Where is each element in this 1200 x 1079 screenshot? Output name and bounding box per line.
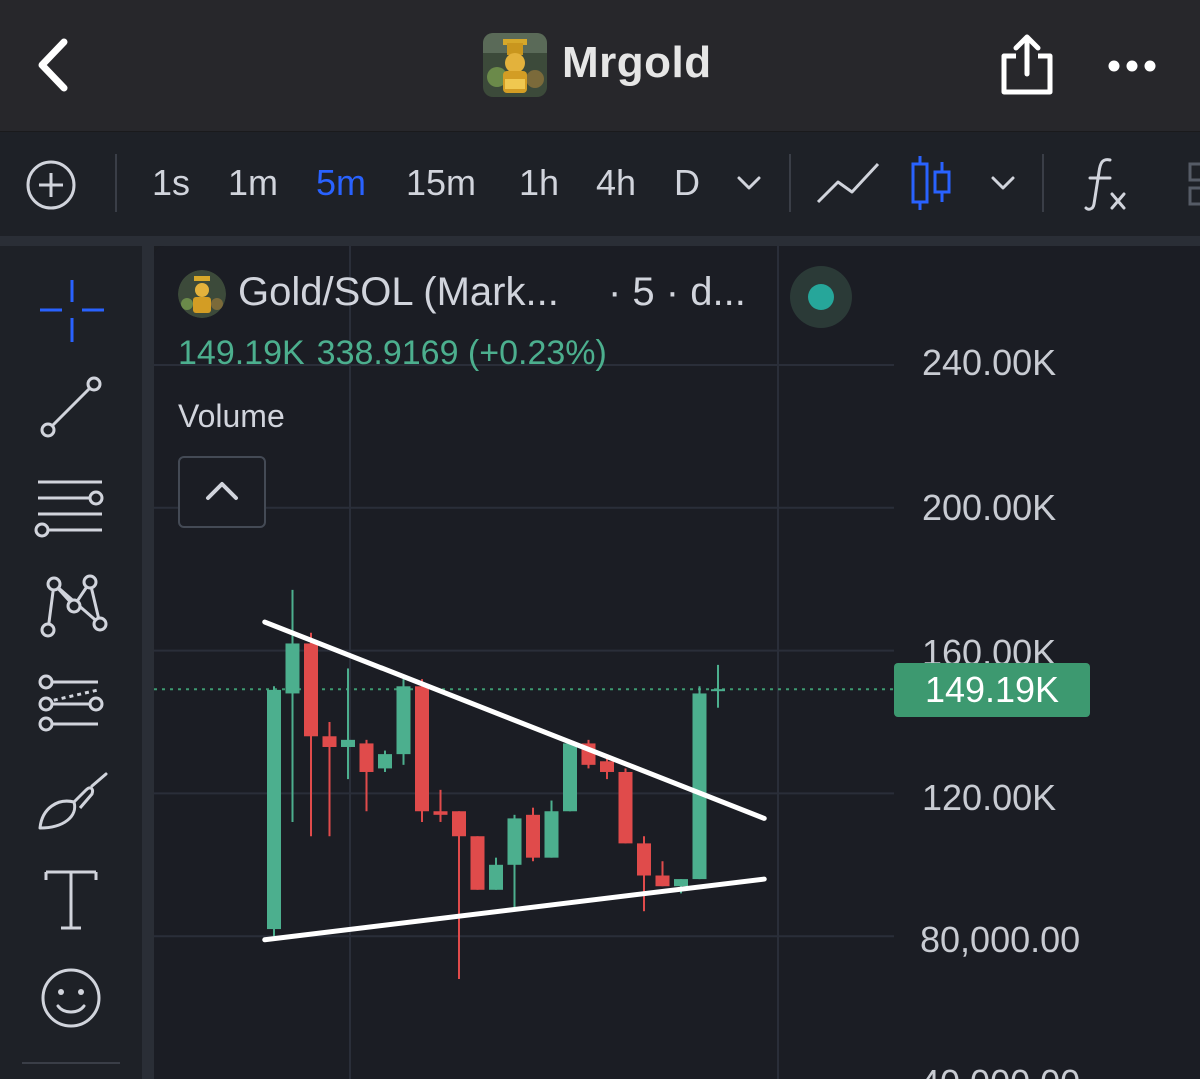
candle-body [433, 811, 448, 815]
timeframe-d[interactable]: D [674, 162, 700, 203]
candle-body [285, 643, 300, 694]
legend-values: 149.19K 338.9169 (+0.23%) [178, 334, 619, 373]
timeframe-4h[interactable]: 4h [596, 162, 637, 203]
timeframe-1m[interactable]: 1m [228, 162, 279, 203]
candle-body [267, 689, 281, 930]
line-chart-icon[interactable] [814, 158, 882, 208]
share-icon[interactable] [1000, 34, 1054, 98]
candle-body [600, 761, 614, 772]
indicators-fx-icon[interactable] [1082, 154, 1132, 214]
toolbar-divider [115, 154, 117, 212]
candle-body [692, 693, 707, 880]
timeframe-5m[interactable]: 5m [316, 162, 367, 203]
add-symbol-icon[interactable] [24, 158, 78, 212]
timeframe-1h[interactable]: 1h [519, 162, 560, 203]
price-axis-tick: 240.00K [922, 342, 1057, 383]
legend-last-value: 149.19K [178, 334, 305, 372]
candle-body [526, 814, 540, 858]
drawing-tools-panel [0, 246, 142, 1079]
candle-body [489, 864, 503, 890]
crosshair-icon[interactable] [28, 274, 114, 350]
candle-body [674, 879, 688, 887]
chart-toolbar: 1s 1m 5m 15m 1h 4h D [0, 132, 1200, 236]
candle-body [359, 743, 374, 772]
symbol-avatar [178, 270, 226, 318]
text-tool-icon[interactable] [28, 862, 114, 938]
trend-line-icon[interactable] [28, 370, 114, 446]
back-chevron-icon[interactable] [30, 34, 80, 96]
candle-body [655, 875, 670, 887]
prediction-measure-icon[interactable] [28, 666, 114, 742]
brush-icon[interactable] [28, 764, 114, 840]
candle-body [637, 843, 651, 876]
price-axis-tick: 40,000.00 [920, 1062, 1080, 1079]
toolbar-divider [789, 154, 791, 212]
price-axis-tick: 200.00K [922, 487, 1057, 528]
collapse-legend-button[interactable] [178, 456, 266, 528]
candle-body [415, 686, 429, 812]
chart-type-chevron-down-icon[interactable] [988, 172, 1018, 194]
chart-pane[interactable]: Gold/SOL (Mark... · 5 · d... 149.19K 338.… [154, 246, 1200, 1079]
candle-body [563, 743, 577, 812]
tools-divider [22, 1062, 120, 1064]
toolbar-divider [1042, 154, 1044, 212]
price-axis-tick: 80,000.00 [920, 919, 1081, 960]
symbol-name[interactable]: Gold/SOL (Mark... [238, 270, 559, 314]
layout-icon[interactable] [1184, 162, 1200, 206]
fib-retracement-icon[interactable] [28, 468, 114, 544]
market-status-indicator[interactable] [790, 266, 852, 328]
candle-body [507, 818, 522, 865]
legend-change: 338.9169 (+0.23%) [316, 334, 607, 372]
candle-body [452, 811, 466, 837]
candle-body [341, 739, 355, 747]
emoji-icon[interactable] [28, 960, 114, 1036]
market-status-dot [808, 284, 834, 310]
timeframe-15m[interactable]: 15m [406, 162, 477, 203]
candle-body [711, 689, 725, 692]
page-title: Mrgold [562, 38, 712, 87]
candle-body [618, 771, 633, 844]
timeframe-1s[interactable]: 1s [152, 162, 191, 203]
panel-gap [142, 246, 154, 1079]
symbol-interval[interactable]: · 5 · d... [608, 270, 746, 314]
candle-body [470, 836, 485, 890]
candle-body [544, 811, 559, 858]
chevron-up-icon [206, 482, 238, 500]
trendline [262, 619, 767, 821]
candle-body [322, 736, 337, 747]
toolbar-gap [0, 236, 1200, 246]
candlestick-chart-icon[interactable] [908, 152, 954, 214]
timeframe-chevron-down-icon[interactable] [734, 172, 764, 194]
price-axis-tick: 120.00K [922, 777, 1057, 818]
candle-body [304, 643, 318, 737]
price-chart[interactable] [154, 246, 1200, 1079]
avatar [483, 33, 547, 97]
top-header: Mrgold [0, 0, 1200, 132]
current-price-label: 149.19K [894, 663, 1090, 717]
trendline [262, 876, 767, 943]
candle-body [378, 754, 392, 769]
pattern-icon[interactable] [28, 566, 114, 642]
more-options-icon[interactable] [1104, 52, 1160, 80]
volume-indicator-label[interactable]: Volume [178, 398, 285, 434]
candle-body [396, 686, 411, 755]
